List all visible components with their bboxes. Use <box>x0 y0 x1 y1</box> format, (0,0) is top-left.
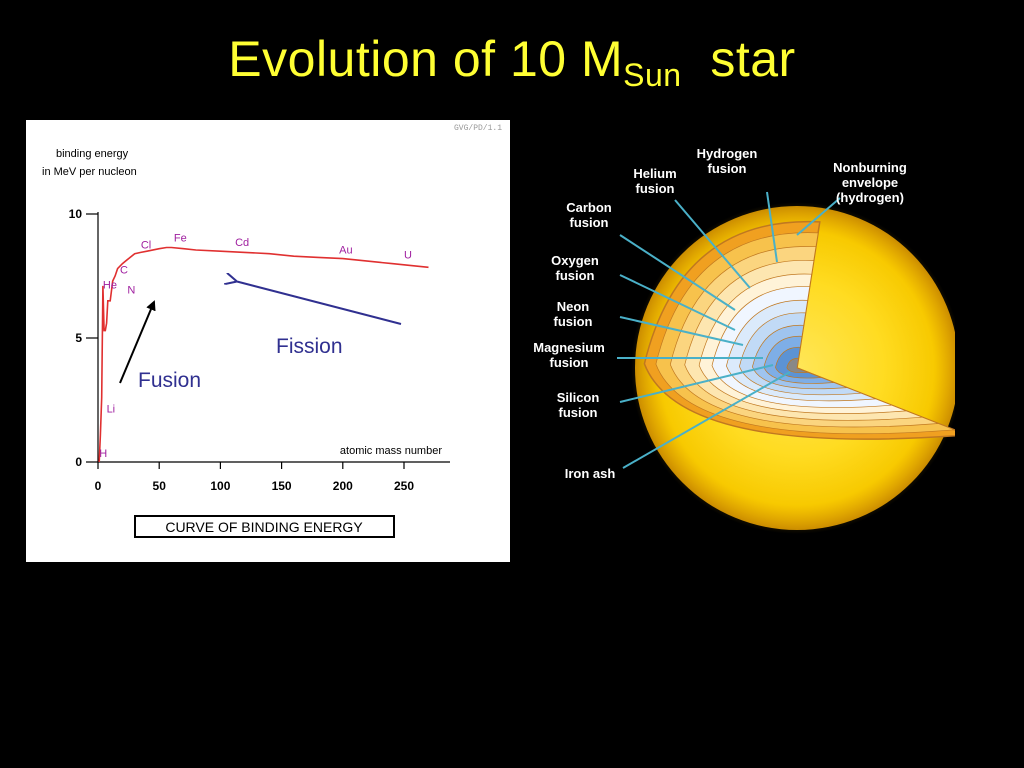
x-tick-label: 50 <box>153 479 167 493</box>
diagram-label: Magnesium fusion <box>533 340 605 370</box>
y-tick-label: 5 <box>75 331 82 345</box>
binding-energy-chart-panel: GVG/PD/1.1 binding energy in MeV per nuc… <box>26 120 510 562</box>
y-axis-label-line-1: binding energy <box>56 148 129 160</box>
title-main: Evolution of 10 M <box>228 31 624 87</box>
diagram-label: Neon fusion <box>554 299 593 329</box>
element-label-li: Li <box>107 403 116 415</box>
title-subscript: Sun <box>623 57 682 93</box>
label-leader-line <box>619 316 744 346</box>
y-tick-label: 0 <box>75 455 82 469</box>
slide-title: Evolution of 10 MSun star <box>0 30 1024 94</box>
x-tick-label: 250 <box>394 479 414 493</box>
label-leader-line <box>674 199 751 289</box>
diagram-label: Hydrogen fusion <box>697 146 758 176</box>
y-axis-label-line-2: in MeV per nucleon <box>42 166 137 178</box>
x-tick-label: 0 <box>95 479 102 493</box>
diagram-label: Oxygen fusion <box>551 253 599 283</box>
fission-label: Fission <box>276 335 343 358</box>
element-label-he: He <box>103 279 117 291</box>
label-leader-line <box>619 234 736 311</box>
title-end: star <box>710 31 796 87</box>
element-label-cd: Cd <box>235 237 249 249</box>
fusion-label: Fusion <box>138 369 201 392</box>
element-label-h: H <box>99 448 107 460</box>
caption-box <box>134 515 395 538</box>
label-leader-line <box>619 364 774 403</box>
label-leader-line <box>622 371 791 469</box>
label-leader-line <box>766 191 778 263</box>
x-tick-label: 150 <box>272 479 292 493</box>
diagram-label: Helium fusion <box>633 166 676 196</box>
chart-watermark: GVG/PD/1.1 <box>454 124 502 133</box>
element-label-c: C <box>120 265 128 277</box>
star-structure-diagram: Hydrogen fusion Helium fusion Nonburning enve… <box>533 146 955 534</box>
label-leader-line <box>619 274 736 331</box>
diagram-label: Nonburning envelope (hydrogen) <box>833 160 907 205</box>
element-label-u: U <box>404 250 412 262</box>
star-layer <box>786 357 809 374</box>
fission-arrow <box>235 281 402 325</box>
label-leader-line <box>796 197 841 236</box>
x-tick-label: 200 <box>333 479 353 493</box>
star-layer <box>775 346 822 379</box>
binding-energy-chart: GVG/PD/1.1 binding energy in MeV per nuc… <box>42 124 502 538</box>
binding-energy-curve <box>98 246 429 463</box>
diagram-label: Iron ash <box>565 466 616 481</box>
x-tick-label: 100 <box>210 479 230 493</box>
fusion-arrow <box>119 300 156 384</box>
element-label-cl: Cl <box>141 240 151 252</box>
diagram-label: Carbon fusion <box>566 200 612 230</box>
chart-caption: CURVE OF BINDING ENERGY <box>165 519 363 535</box>
y-tick-label: 10 <box>69 207 83 221</box>
diagram-label: Silicon fusion <box>557 390 600 420</box>
element-label-n: N <box>127 284 135 296</box>
element-label-fe: Fe <box>174 232 187 244</box>
element-label-au: Au <box>339 245 352 257</box>
x-axis-label: atomic mass number <box>340 445 442 457</box>
